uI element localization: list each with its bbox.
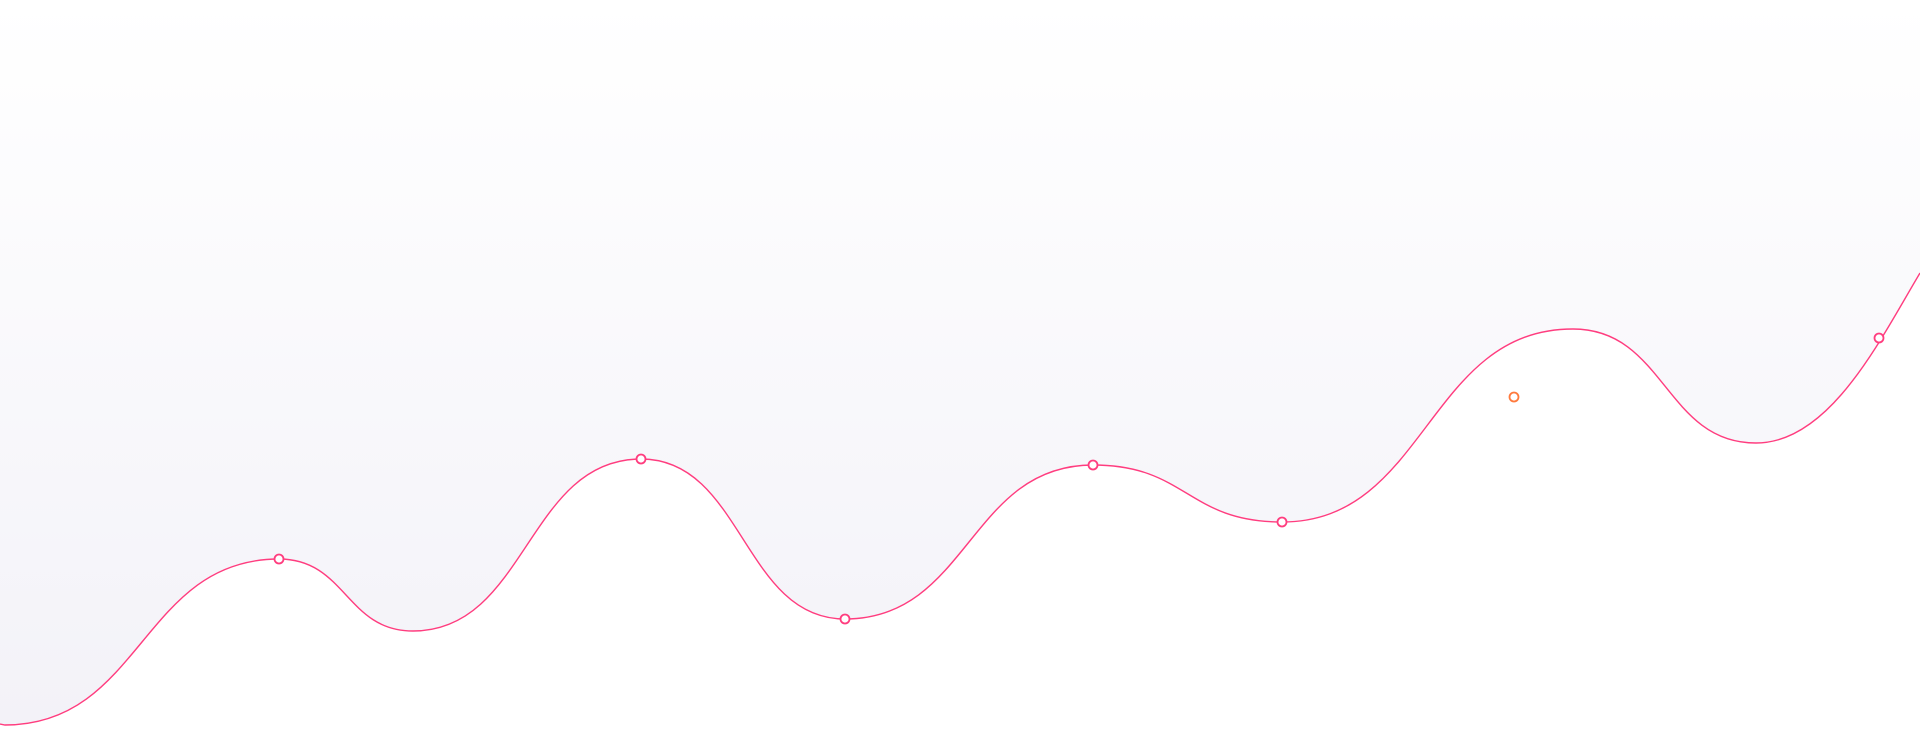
- wave-markers: [273, 332, 1885, 625]
- wave-line: [0, 272, 1920, 726]
- wave-marker: [839, 613, 851, 625]
- wave-marker: [1087, 459, 1099, 471]
- wave-marker-accent: [1508, 391, 1520, 403]
- wave-marker: [1276, 516, 1288, 528]
- wave-fill-area: [0, 0, 1920, 725]
- wave-marker: [635, 453, 647, 465]
- wave-marker: [273, 553, 285, 565]
- wave-marker: [1873, 332, 1885, 344]
